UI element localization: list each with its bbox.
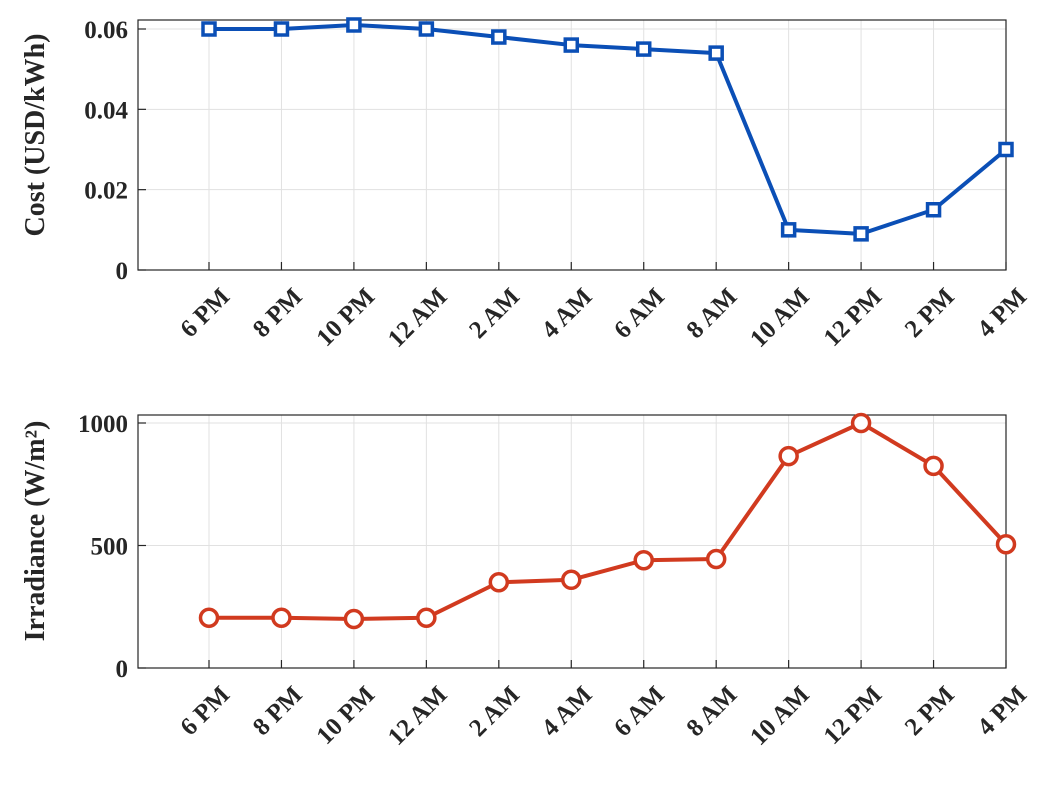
data-point <box>418 21 435 37</box>
x-tick-label: 2 AM <box>464 283 525 344</box>
x-tick-label: 4 PM <box>972 681 1032 741</box>
data-point <box>923 455 944 477</box>
y-axis-label: Irradiance (W/m²) <box>20 421 51 642</box>
x-tick-label: 12 PM <box>819 681 888 750</box>
data-point <box>850 412 872 434</box>
x-tick-label: 10 AM <box>745 283 815 353</box>
x-tick-label: 8 PM <box>248 283 308 343</box>
data-point <box>635 41 652 57</box>
data-point <box>346 17 362 33</box>
data-point <box>201 21 217 37</box>
data-point <box>491 29 507 45</box>
plot-frame <box>137 19 1007 271</box>
y-axis-label: Cost (USD/kWh) <box>20 33 51 236</box>
x-tick-label: 12 PM <box>819 283 888 352</box>
data-point <box>780 222 797 238</box>
y-tick-label: 0.06 <box>84 17 128 44</box>
x-tick-label: 6 AM <box>609 681 670 742</box>
y-tick-label: 1000 <box>78 411 128 438</box>
data-point <box>273 21 290 37</box>
data-point <box>488 572 510 593</box>
data-point <box>198 607 220 629</box>
data-point <box>633 549 654 571</box>
x-tick-label: 10 AM <box>745 681 815 751</box>
plot-frame <box>137 414 1007 669</box>
data-point <box>998 141 1014 158</box>
x-tick-label: 10 PM <box>311 283 380 352</box>
x-tick-label: 4 AM <box>537 283 598 344</box>
data-point <box>853 226 869 242</box>
y-tick-label: 0.02 <box>84 178 128 205</box>
x-tick-label: 6 PM <box>175 283 235 343</box>
irradiance-chart: 0 500 1000 6 PM 8 PM 10 PM 12 AM 2 AM 4 AM 6 AM 8 … <box>20 411 1032 751</box>
x-tick-label: 6 PM <box>175 681 235 741</box>
series-line <box>209 22 1008 236</box>
x-tick-label: 8 PM <box>248 681 308 741</box>
data-point <box>343 608 365 630</box>
x-tick-label: 12 AM <box>383 681 453 751</box>
data-point <box>705 548 727 570</box>
data-point <box>925 202 942 218</box>
x-tick-label: 2 AM <box>464 681 525 742</box>
x-tick-label: 12 AM <box>383 283 453 353</box>
data-point <box>563 37 580 53</box>
x-tick-label: 8 AM <box>682 681 743 742</box>
data-point <box>416 607 437 629</box>
grid <box>138 20 1007 271</box>
data-point <box>708 45 724 61</box>
grid <box>138 415 1007 669</box>
y-tick-label: 0 <box>116 258 129 285</box>
x-tick-label: 6 AM <box>609 283 670 344</box>
cost-chart: 0 0.02 0.04 0.06 6 PM 8 PM 10 PM 12 AM 2 AM 4 AM 6… <box>20 17 1032 353</box>
y-tick-label: 0 <box>116 656 129 683</box>
y-tick-label: 500 <box>91 534 129 561</box>
data-point <box>778 445 799 467</box>
data-point <box>995 534 1017 555</box>
x-tick-label: 10 PM <box>311 681 380 750</box>
y-tick-label: 0.04 <box>84 97 128 124</box>
x-tick-label: 8 AM <box>682 283 743 344</box>
x-tick-label: 4 PM <box>972 283 1032 343</box>
data-point <box>271 607 292 629</box>
x-tick-label: 2 PM <box>900 283 960 343</box>
data-point <box>561 569 582 591</box>
series-line <box>209 421 1008 621</box>
x-tick-label: 2 PM <box>900 681 960 741</box>
x-tick-label: 4 AM <box>537 681 598 742</box>
